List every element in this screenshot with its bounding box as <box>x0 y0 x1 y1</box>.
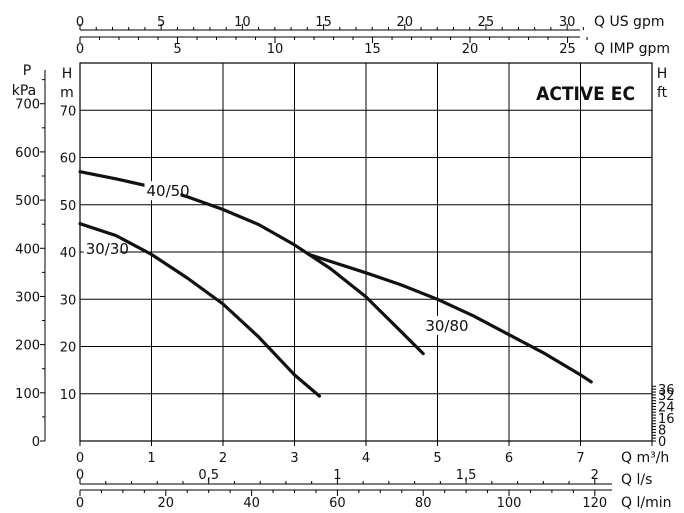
imp-gpm-tick-label: 10 <box>267 42 284 57</box>
kpa-tick-label: 700 <box>15 98 40 113</box>
imp-gpm-tick-label: 0 <box>76 42 84 57</box>
kpa-axis-label-top: P <box>23 63 31 79</box>
m-axis-label-bottom: m <box>60 85 74 101</box>
curve-30-80 <box>307 252 593 384</box>
m-tick-label: 50 <box>60 199 77 214</box>
kpa-tick-label: 400 <box>15 242 40 257</box>
curve-30-30 <box>78 222 322 398</box>
kpa-tick-label: 0 <box>32 435 40 450</box>
m3h-tick-label: 5 <box>433 451 441 466</box>
lmin-tick-label: 100 <box>497 496 522 511</box>
ft-tick-label: 24 <box>658 400 675 415</box>
ft-tick-label: 16 <box>658 412 675 427</box>
kpa-tick-label: 500 <box>15 194 40 209</box>
curve-label-bg <box>83 238 120 258</box>
m3h-tick-label: 2 <box>219 451 227 466</box>
m-axis-label-top: H <box>62 66 73 82</box>
us-gpm-tick-label: 5 <box>157 15 165 30</box>
m3h-tick-label: 1 <box>147 451 155 466</box>
ls-tick-label: 2 <box>591 468 599 483</box>
ft-tick-label: 8 <box>658 423 666 438</box>
us-gpm-tick-label: 20 <box>396 15 413 30</box>
m-tick-label: 40 <box>60 246 77 261</box>
curve-label-40-50: 40/50 <box>146 182 189 200</box>
m-tick-label: 60 <box>60 152 77 167</box>
m-tick-label: 30 <box>60 293 77 308</box>
ls-tick-label: 1,5 <box>456 468 477 483</box>
ls-tick-label: 0 <box>76 468 84 483</box>
imp-gpm-tick-label: 5 <box>173 42 181 57</box>
chart-grid <box>79 62 653 442</box>
lmin-axis-label: Q l/min <box>621 495 671 511</box>
ft-axis-label-bottom: ft <box>657 85 668 101</box>
us-gpm-tick-label: 30 <box>559 15 576 30</box>
kpa-tick-label: 300 <box>15 290 40 305</box>
kpa-tick-label: 200 <box>15 339 40 354</box>
curve-label-30-30: 30/30 <box>86 240 129 258</box>
us-gpm-tick-label: 25 <box>478 15 495 30</box>
ft-tick-label: 0 <box>658 435 666 450</box>
chart-title: ACTIVE EC <box>536 83 635 105</box>
m-tick-label: 20 <box>60 341 77 356</box>
us-gpm-tick-label: 10 <box>234 15 251 30</box>
ft-tick-label: 36 <box>658 383 675 398</box>
m-tick-label: 70 <box>60 104 77 119</box>
ls-axis-label: Q l/s <box>621 472 652 488</box>
lmin-tick-label: 0 <box>76 496 84 511</box>
lmin-tick-label: 80 <box>415 496 432 511</box>
m3h-tick-label: 3 <box>290 451 298 466</box>
imp-gpm-axis-label: Q IMP gpm <box>594 41 670 57</box>
imp-gpm-tick-label: 15 <box>364 42 381 57</box>
m-tick-label: 10 <box>60 388 77 403</box>
m3h-tick-label: 0 <box>76 451 84 466</box>
chart-curves <box>78 170 593 398</box>
m3h-tick-label: 6 <box>505 451 513 466</box>
lmin-tick-label: 120 <box>582 496 607 511</box>
ft-tick-label: 32 <box>658 389 675 404</box>
ft-axis-label-top: H <box>657 66 668 82</box>
m3h-axis-label: Q m³/h <box>621 450 669 466</box>
kpa-tick-label: 600 <box>15 146 40 161</box>
m3h-tick-label: 7 <box>576 451 584 466</box>
kpa-axis-label-bottom: kPa <box>12 83 37 99</box>
us-gpm-axis-label: Q US gpm <box>594 14 664 30</box>
us-gpm-tick-label: 15 <box>315 15 332 30</box>
curve-label-bg <box>423 315 460 335</box>
kpa-tick-label: 100 <box>15 387 40 402</box>
lmin-tick-label: 60 <box>329 496 346 511</box>
imp-gpm-tick-label: 20 <box>462 42 479 57</box>
m3h-tick-label: 4 <box>362 451 370 466</box>
us-gpm-tick-label: 0 <box>76 15 84 30</box>
chart-labels: 40/50 30/30 30/80 <box>83 181 469 335</box>
lmin-tick-label: 20 <box>158 496 175 511</box>
ls-tick-label: 1 <box>333 468 341 483</box>
ls-tick-label: 0,5 <box>198 468 219 483</box>
lmin-tick-label: 40 <box>243 496 260 511</box>
curve-40-50 <box>78 170 425 356</box>
imp-gpm-tick-label: 25 <box>559 42 576 57</box>
curve-label-bg <box>144 181 181 201</box>
curve-label-30-80: 30/80 <box>425 317 468 335</box>
